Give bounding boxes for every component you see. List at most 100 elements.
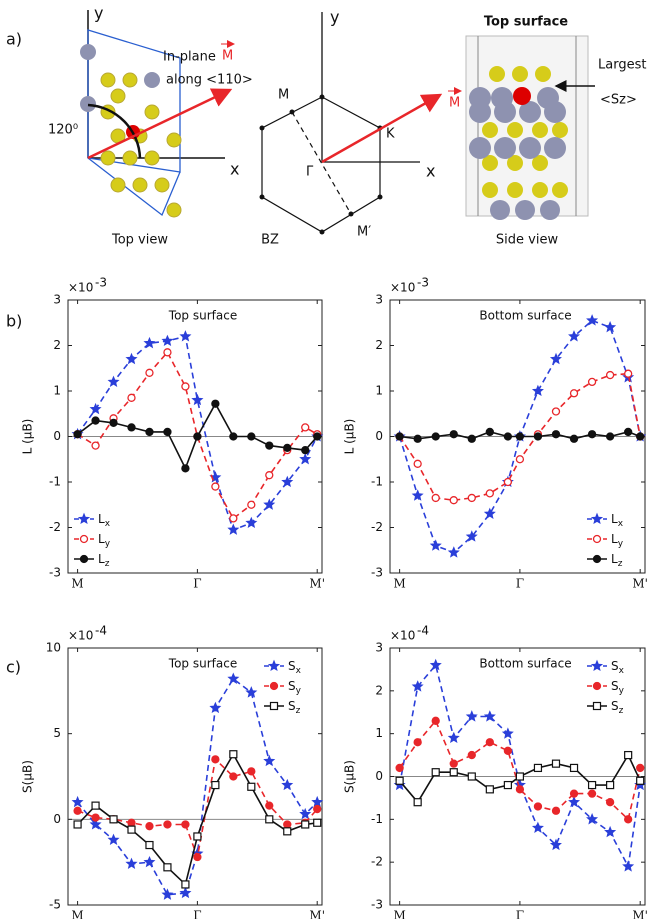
marker	[483, 507, 496, 519]
y-tick-label: -1	[371, 475, 383, 489]
marker	[265, 471, 274, 480]
marker	[91, 813, 100, 822]
marker	[569, 789, 579, 798]
y-multiplier: ×10	[68, 629, 93, 643]
marker	[109, 418, 118, 428]
legend-label: Lx	[611, 512, 624, 529]
marker	[449, 430, 458, 439]
marker	[73, 820, 82, 829]
marker	[503, 477, 513, 487]
marker	[181, 880, 190, 889]
marker	[91, 801, 100, 810]
marker	[503, 780, 512, 790]
marker	[624, 369, 633, 378]
marker	[395, 763, 404, 773]
y-tick-label: -3	[49, 566, 61, 580]
marker	[501, 727, 514, 739]
legend-label: Ly	[611, 532, 624, 549]
marker	[605, 370, 615, 380]
marker	[515, 455, 525, 464]
marker	[163, 863, 172, 872]
marker	[604, 825, 617, 838]
marker	[125, 352, 138, 365]
axis-label: y	[94, 4, 103, 23]
marker	[179, 330, 192, 342]
y-tick-label: -5	[49, 898, 61, 912]
marker	[636, 776, 645, 785]
marker	[533, 432, 543, 441]
marker	[431, 432, 440, 441]
marker	[413, 738, 422, 747]
marker	[125, 857, 138, 869]
marker	[247, 500, 256, 509]
y-axis-label: S(μB)	[21, 760, 35, 793]
marker	[263, 754, 276, 767]
marker	[281, 778, 294, 791]
marker	[73, 430, 82, 439]
marker	[313, 818, 322, 827]
y-tick-label: 10	[46, 641, 61, 655]
marker	[299, 453, 312, 465]
y-multiplier: ×10	[68, 281, 93, 295]
x-tick-label: M'	[632, 577, 648, 591]
chart-title: Top surface	[168, 309, 237, 323]
marker	[429, 658, 442, 671]
marker	[587, 430, 597, 439]
y-tick-label: 2	[53, 338, 61, 352]
y-multiplier-exponent: -4	[417, 624, 429, 638]
marker	[515, 785, 525, 794]
marker	[145, 840, 154, 850]
marker	[467, 493, 476, 503]
x-tick-label: M'	[632, 909, 648, 919]
marker	[431, 768, 440, 777]
marker	[549, 352, 562, 365]
marker	[107, 833, 120, 845]
y-axis-label: L (μB)	[21, 419, 35, 455]
y-tick-label: 0	[53, 429, 61, 443]
x-tick-label: M	[393, 577, 405, 591]
panel-label: a)	[6, 30, 22, 49]
marker	[431, 493, 440, 503]
marker	[605, 798, 615, 807]
marker	[467, 750, 476, 760]
point-label: Γ	[306, 165, 314, 180]
annotation: M	[449, 96, 460, 111]
marker	[89, 818, 102, 830]
marker	[313, 432, 322, 441]
marker	[283, 443, 292, 453]
marker	[179, 886, 192, 899]
marker	[531, 821, 544, 833]
legend-marker	[269, 701, 279, 711]
marker	[485, 427, 494, 437]
caption: Top view	[111, 233, 168, 248]
marker	[395, 432, 404, 441]
marker	[604, 320, 617, 333]
legend-marker	[267, 659, 281, 672]
y-tick-label: 1	[375, 726, 383, 740]
annotation: <Sz>	[600, 93, 637, 108]
y-multiplier: ×10	[390, 281, 415, 295]
marker	[569, 434, 579, 443]
y-tick-label: 2	[375, 338, 383, 352]
marker	[531, 384, 544, 397]
y-axis-label: S(μB)	[343, 760, 357, 793]
x-tick-label: M	[71, 577, 83, 591]
legend-marker	[590, 512, 604, 525]
x-tick-label: M	[393, 909, 405, 919]
y-tick-label: 3	[53, 293, 61, 307]
annotation: In-plane	[163, 50, 216, 65]
annotation: 120⁰	[48, 123, 78, 138]
marker	[193, 832, 202, 841]
series-line	[77, 350, 318, 520]
annotation: along <110>	[166, 73, 253, 88]
marker	[91, 416, 100, 425]
marker	[91, 441, 100, 450]
marker	[229, 750, 238, 759]
marker	[71, 795, 84, 808]
legend-label: Sx	[288, 659, 302, 676]
y-multiplier: ×10	[390, 629, 415, 643]
side-view: Top surface Largest <Sz> Side view	[465, 15, 646, 248]
marker	[467, 434, 476, 443]
marker	[229, 432, 238, 441]
y-tick-label: -2	[49, 520, 61, 534]
